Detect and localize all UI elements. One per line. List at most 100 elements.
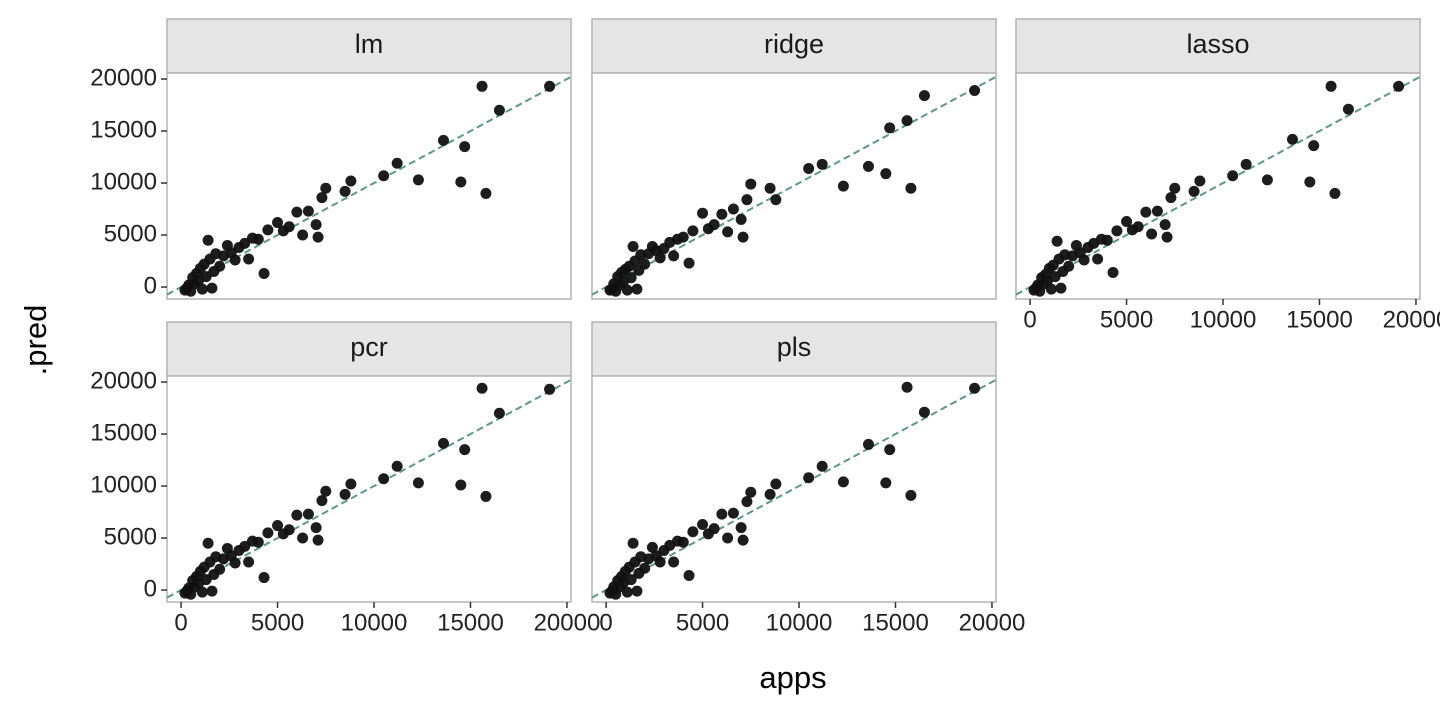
point bbox=[291, 509, 303, 521]
point bbox=[455, 176, 467, 188]
x-tick-label: 20000 bbox=[959, 609, 1026, 636]
point bbox=[708, 523, 720, 535]
x-tick-label: 15000 bbox=[862, 609, 929, 636]
panel-title: lasso bbox=[1186, 29, 1249, 59]
point bbox=[316, 192, 328, 204]
point bbox=[283, 524, 295, 536]
point bbox=[905, 489, 917, 501]
point bbox=[816, 158, 828, 170]
x-tick-label: 5000 bbox=[1100, 306, 1153, 333]
point bbox=[258, 268, 270, 280]
point bbox=[969, 84, 981, 96]
point bbox=[378, 473, 390, 485]
y-tick-label: 20000 bbox=[90, 367, 157, 394]
point bbox=[239, 540, 251, 552]
point bbox=[1169, 182, 1181, 194]
point bbox=[391, 460, 403, 472]
point bbox=[737, 231, 749, 243]
point bbox=[677, 536, 689, 548]
point bbox=[339, 185, 351, 197]
point bbox=[544, 80, 556, 92]
point bbox=[202, 234, 214, 246]
point bbox=[1140, 206, 1152, 218]
panel-title: lm bbox=[355, 29, 384, 59]
point bbox=[202, 537, 214, 549]
point bbox=[243, 556, 255, 568]
point bbox=[1393, 80, 1405, 92]
x-tick-label: 0 bbox=[174, 609, 187, 636]
strip bbox=[166, 18, 572, 74]
point bbox=[1151, 205, 1163, 217]
point bbox=[621, 284, 633, 296]
point bbox=[476, 382, 488, 394]
point bbox=[272, 520, 284, 532]
point bbox=[1121, 216, 1133, 228]
point bbox=[200, 271, 212, 283]
point bbox=[884, 444, 896, 456]
point bbox=[627, 537, 639, 549]
panel bbox=[591, 72, 997, 300]
y-tick-label: 0 bbox=[144, 575, 157, 602]
strip bbox=[166, 321, 572, 377]
point bbox=[1227, 170, 1239, 182]
point bbox=[1304, 176, 1316, 188]
point bbox=[1161, 231, 1173, 243]
point bbox=[493, 407, 505, 419]
point bbox=[544, 383, 556, 395]
y-tick-label: 0 bbox=[144, 272, 157, 299]
point bbox=[1078, 254, 1090, 266]
point bbox=[625, 574, 637, 586]
x-tick-label: 20000 bbox=[1383, 306, 1440, 333]
point bbox=[1165, 192, 1177, 204]
point bbox=[631, 585, 643, 597]
point bbox=[480, 490, 492, 502]
point bbox=[764, 182, 776, 194]
point bbox=[1111, 225, 1123, 237]
point bbox=[741, 194, 753, 206]
point bbox=[708, 219, 720, 231]
point bbox=[229, 254, 241, 266]
panel-title: pcr bbox=[350, 332, 388, 362]
point bbox=[459, 141, 471, 153]
point bbox=[697, 207, 709, 219]
point bbox=[252, 536, 264, 548]
x-tick-label: 0 bbox=[1023, 306, 1036, 333]
y-tick-label: 15000 bbox=[90, 116, 157, 143]
point bbox=[312, 231, 324, 243]
point bbox=[745, 178, 757, 190]
point bbox=[476, 80, 488, 92]
point bbox=[480, 187, 492, 199]
point bbox=[1051, 235, 1063, 247]
x-tick-label: 10000 bbox=[1190, 306, 1257, 333]
point bbox=[214, 563, 226, 575]
point bbox=[697, 519, 709, 531]
x-tick-label: 10000 bbox=[341, 609, 408, 636]
point bbox=[803, 472, 815, 484]
strip bbox=[591, 18, 997, 74]
point bbox=[297, 532, 309, 544]
panel-title: pls bbox=[777, 332, 812, 362]
point bbox=[1132, 221, 1144, 233]
point bbox=[625, 272, 637, 284]
point bbox=[969, 382, 981, 394]
point bbox=[764, 488, 776, 500]
strip bbox=[1015, 18, 1421, 74]
point bbox=[239, 237, 251, 249]
x-tick-label: 5000 bbox=[676, 609, 729, 636]
point bbox=[378, 170, 390, 182]
panel bbox=[1015, 72, 1421, 300]
y-axis-title: .pred bbox=[18, 305, 53, 376]
point bbox=[206, 282, 218, 294]
point bbox=[1261, 174, 1273, 186]
point bbox=[816, 460, 828, 472]
point bbox=[727, 507, 739, 519]
point bbox=[272, 217, 284, 229]
point bbox=[1329, 187, 1341, 199]
point bbox=[639, 562, 651, 574]
point bbox=[1107, 266, 1119, 278]
point bbox=[884, 122, 896, 134]
point bbox=[1308, 140, 1320, 152]
point bbox=[1159, 219, 1171, 231]
x-axis-title: apps bbox=[759, 660, 826, 695]
point bbox=[745, 486, 757, 498]
